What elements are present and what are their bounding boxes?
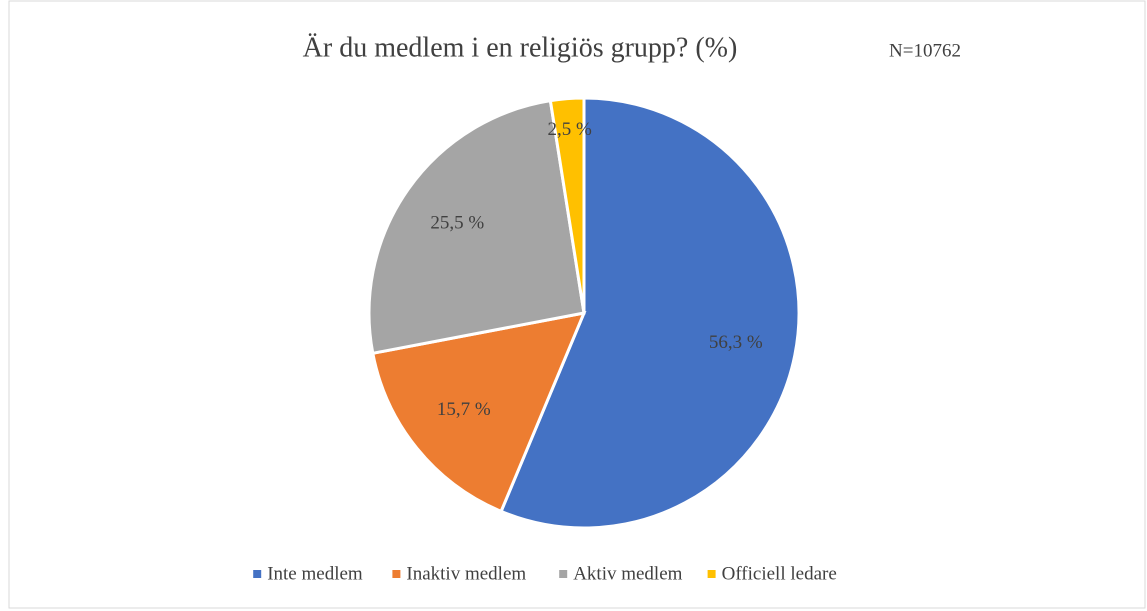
annotation: N=10762 [889, 40, 961, 61]
pie-slice [367, 98, 586, 356]
legend-label: Aktiv medlem [573, 563, 682, 584]
pie-slice [499, 96, 801, 530]
pie-slice [371, 311, 587, 514]
legend-swatch [392, 570, 401, 578]
pie-slice [548, 96, 586, 314]
data-label: 2,5 % [547, 119, 592, 140]
legend-label: Officiell ledare [722, 563, 837, 584]
legend-label: Inte medlem [267, 563, 363, 584]
legend-swatch [707, 570, 716, 578]
legend-swatch [253, 570, 262, 578]
data-label: 25,5 % [430, 212, 484, 233]
chart-title: Är du medlem i en religiös grupp? (%) [303, 32, 738, 63]
data-label: 56,3 % [709, 332, 763, 353]
legend-label: Inaktiv medlem [406, 563, 526, 584]
data-label: 15,7 % [437, 399, 491, 420]
legend-swatch [559, 570, 568, 578]
